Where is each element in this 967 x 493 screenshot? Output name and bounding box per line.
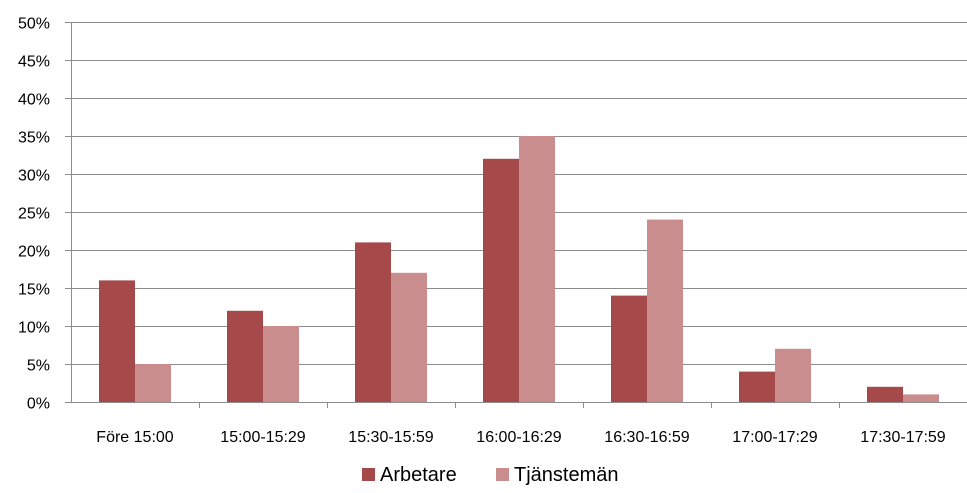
x-tick-label: 17:00-17:29 [732,429,818,446]
y-tick-label: 50% [18,16,50,33]
bars [99,136,939,402]
axes: 0% 5% 10% 15% 20% 25% 30% 35% 40% 45% 50% Före 15:0… [18,16,967,446]
bar-arbetare [483,158,519,402]
legend-swatch [496,468,509,481]
bar-tj-nstem-n [775,348,811,402]
bar-arbetare [355,242,391,402]
y-tick-label: 0% [27,396,50,413]
y-tick-label: 45% [18,54,50,71]
bar-arbetare [611,295,647,402]
y-tick-label: 10% [18,320,50,337]
y-tick-label: 35% [18,130,50,147]
bar-arbetare [99,280,135,402]
y-tick-label: 25% [18,206,50,223]
legend-swatch [362,468,375,481]
y-tick-label: 30% [18,168,50,185]
legend-label: Tjänstemän [514,464,619,486]
y-tick-label: 20% [18,244,50,261]
legend-label: Arbetare [380,464,457,486]
legend: Arbetare Tjänstemän [362,464,619,486]
x-tick-label: 16:00-16:29 [476,429,562,446]
y-tick-label: 15% [18,282,50,299]
y-tick-label: 5% [27,358,50,375]
x-tick-label: Före 15:00 [96,429,173,446]
x-tick-label: 17:30-17:59 [860,429,946,446]
bar-tj-nstem-n [519,136,555,402]
bar-tj-nstem-n [135,364,171,402]
x-tick-label: 15:30-15:59 [348,429,434,446]
bar-tj-nstem-n [647,219,683,402]
bar-tj-nstem-n [391,272,427,402]
x-tick-label: 16:30-16:59 [604,429,690,446]
bar-arbetare [739,371,775,402]
bar-arbetare [867,386,903,402]
y-tick-label: 40% [18,92,50,109]
x-tick-label: 15:00-15:29 [220,429,306,446]
bar-arbetare [227,310,263,402]
bar-tj-nstem-n [263,326,299,402]
bar-tj-nstem-n [903,394,939,402]
